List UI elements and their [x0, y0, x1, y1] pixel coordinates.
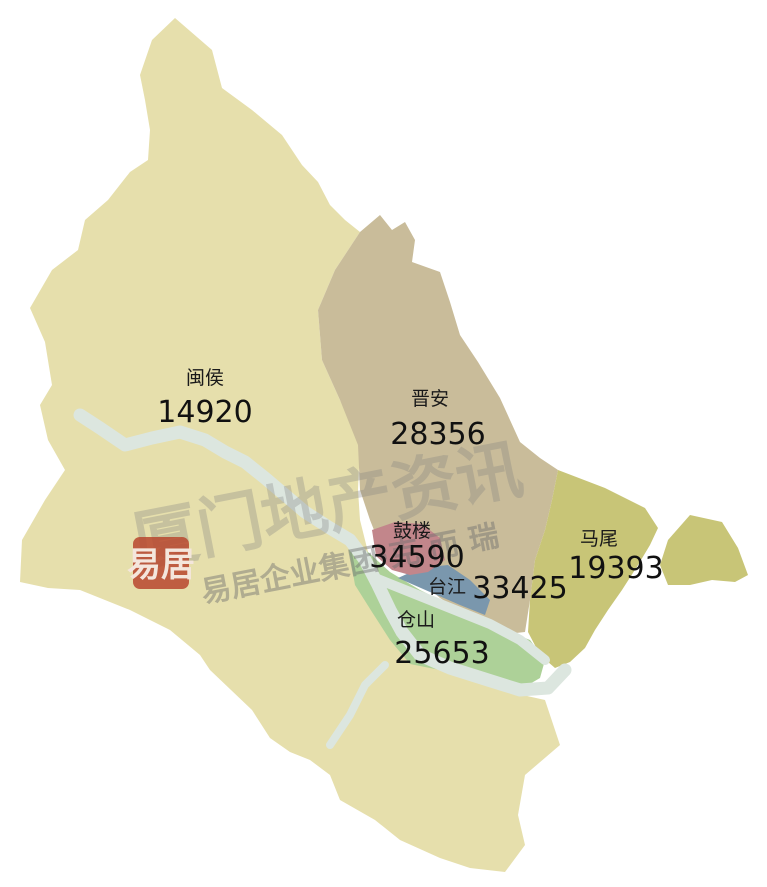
river-branch-north	[370, 573, 550, 665]
seal-text: 易居	[127, 545, 195, 585]
district-gulou[interactable]	[372, 522, 445, 575]
district-mawei-island[interactable]	[660, 515, 748, 585]
district-cangshan[interactable]	[348, 545, 545, 685]
label-jinan-value: 28356	[390, 417, 485, 452]
label-mawei-value: 19393	[568, 551, 663, 586]
label-cangshan-name: 仓山	[397, 609, 435, 631]
label-mawei-name: 马尾	[580, 528, 618, 550]
label-jinan-name: 晋安	[411, 388, 449, 410]
river-wulong	[73, 408, 572, 697]
district-taijiang[interactable]	[398, 565, 490, 615]
district-mawei[interactable]	[528, 470, 658, 668]
label-cangshan-value: 25653	[394, 636, 489, 671]
river-branch-south	[326, 661, 389, 749]
label-gulou-value: 34590	[369, 540, 464, 575]
label-taijiang-value: 33425	[472, 571, 567, 606]
label-gulou-name: 鼓楼	[393, 520, 431, 542]
label-minhou-name: 闽侯	[186, 367, 224, 389]
label-taijiang-name: 台江	[428, 576, 466, 598]
watermark-seal: 易居	[127, 537, 195, 589]
label-minhou-value: 14920	[157, 395, 252, 430]
